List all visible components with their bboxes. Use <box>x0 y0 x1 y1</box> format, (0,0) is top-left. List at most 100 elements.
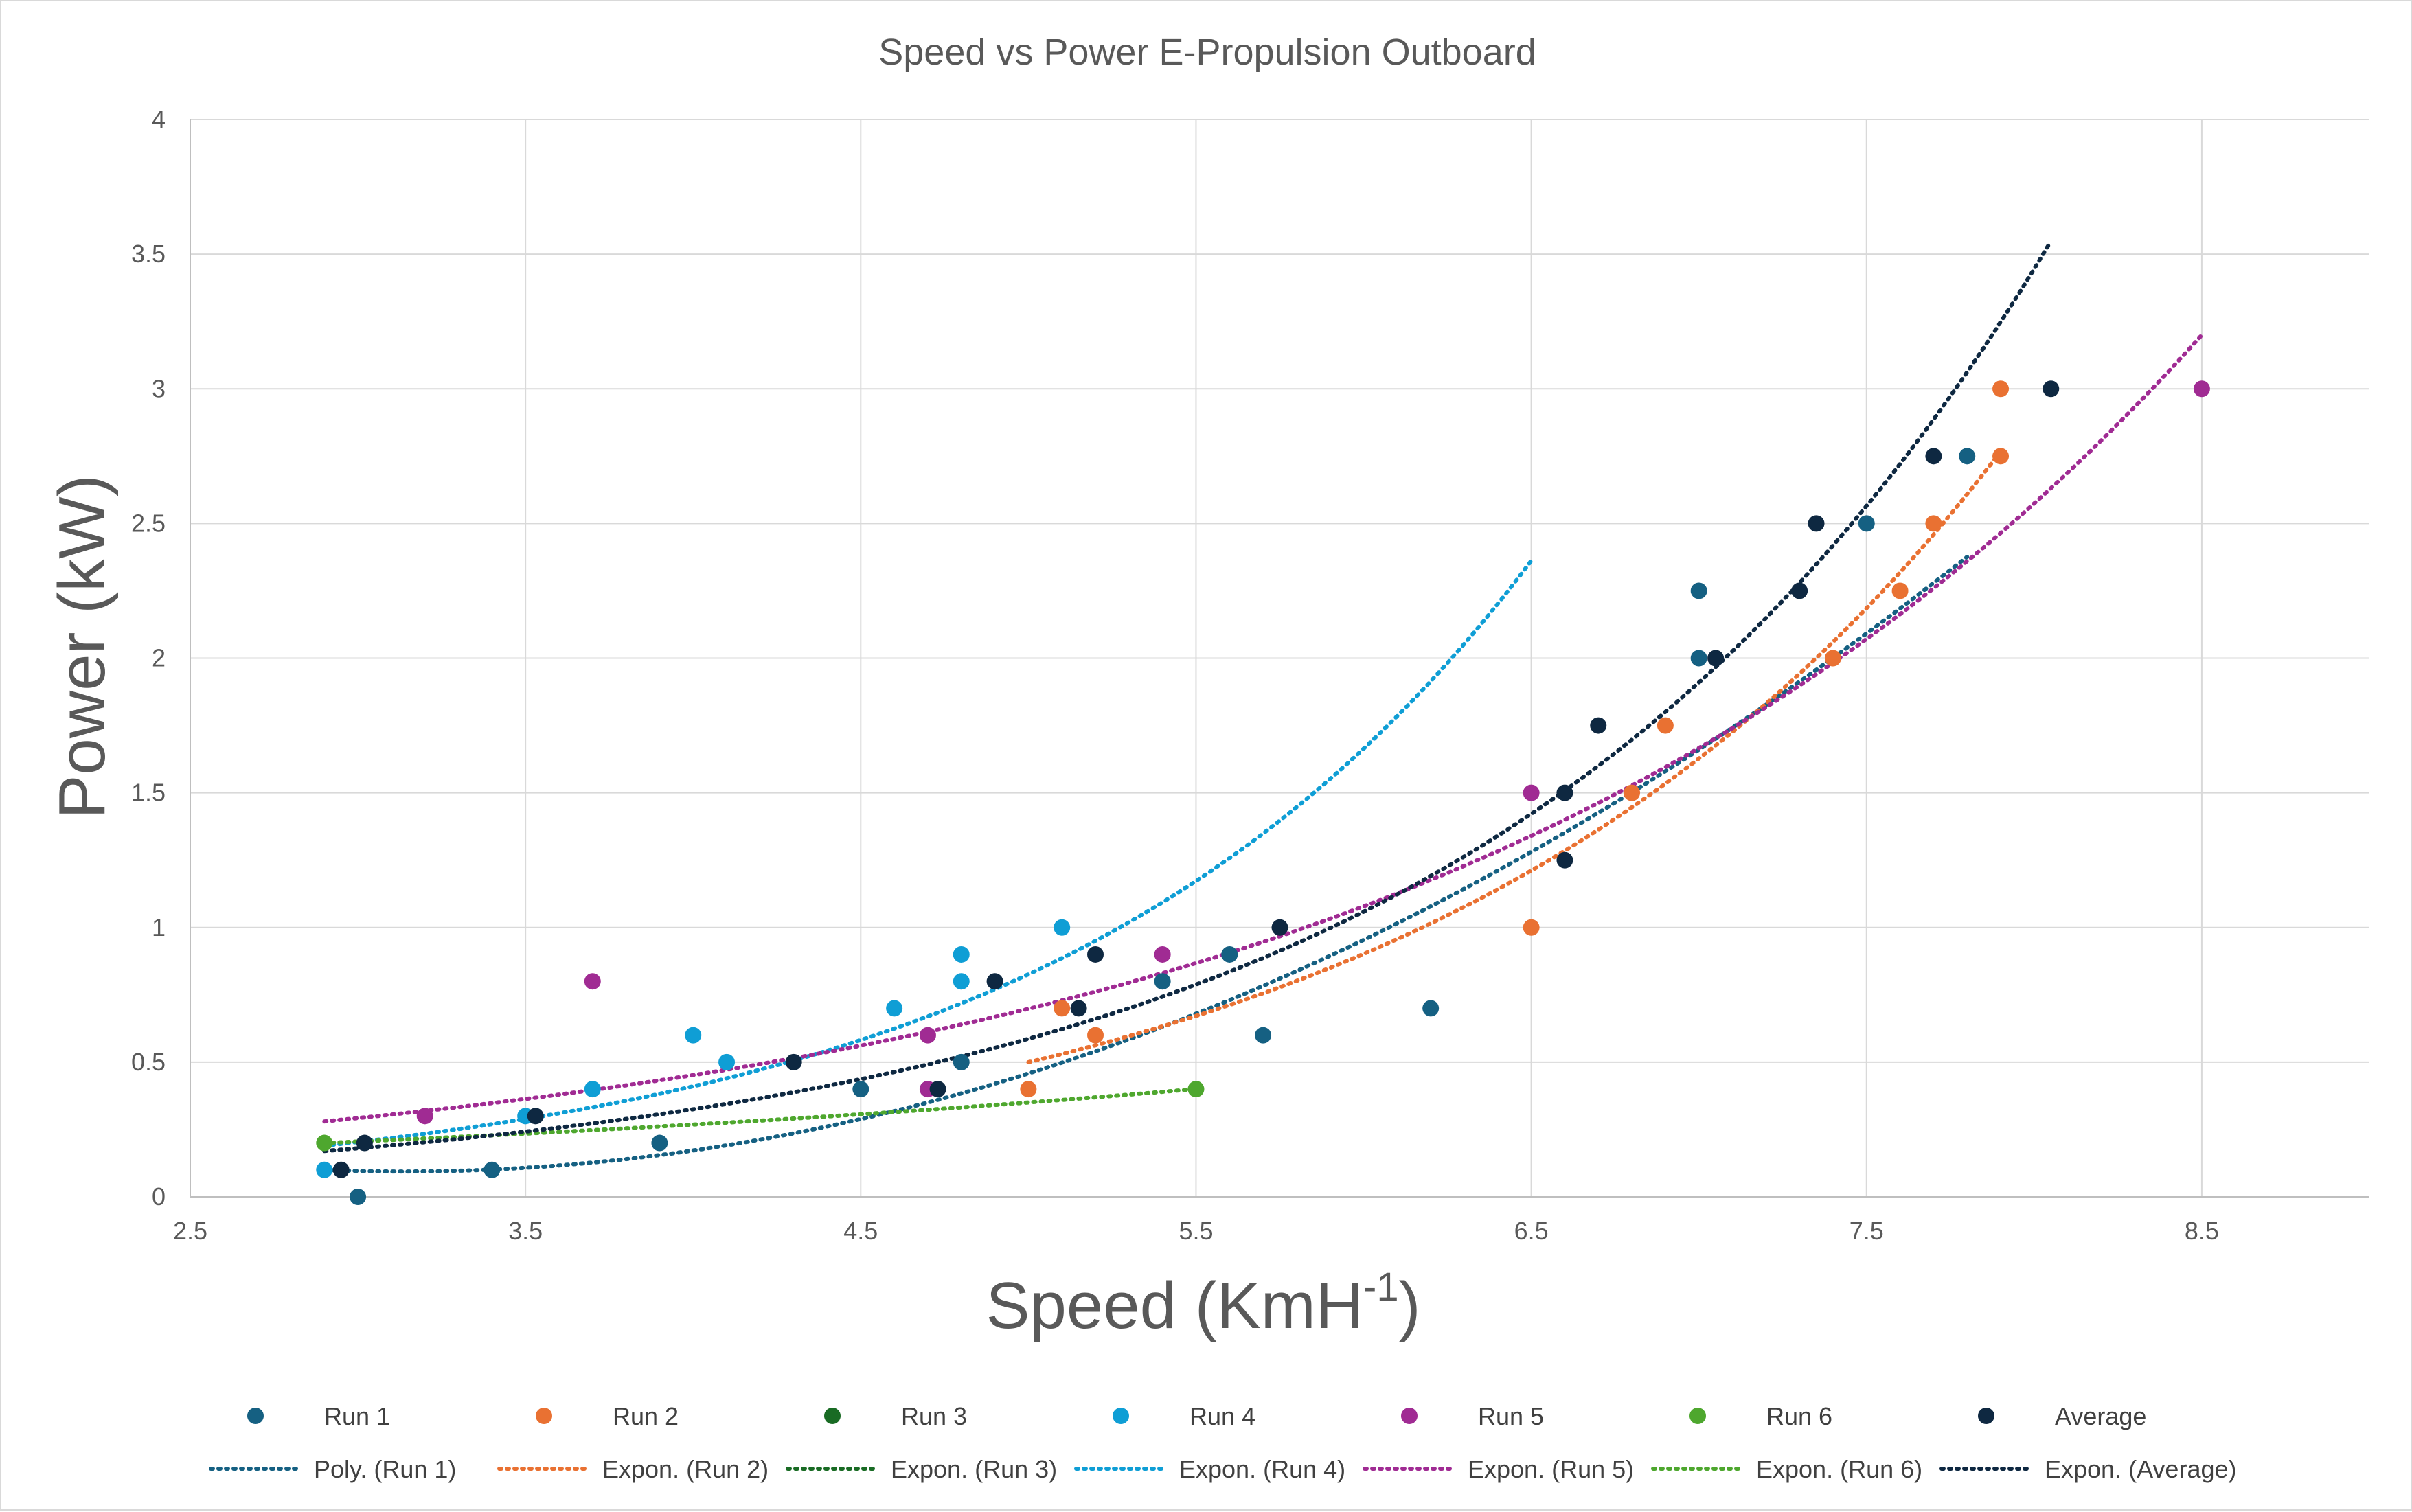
trendline-average <box>322 239 2053 1154</box>
data-point-average <box>1707 650 1725 667</box>
legend-trend-label-run-4: Expon. (Run 4) <box>1179 1455 1345 1483</box>
data-point-run-4 <box>584 1081 601 1098</box>
data-point-run-1 <box>1221 946 1238 963</box>
x-tick-label: 5.5 <box>1179 1217 1213 1245</box>
data-point-run-1 <box>1422 1000 1440 1017</box>
trendline-run-4 <box>322 558 1534 1148</box>
data-point-run-2 <box>1925 515 1942 532</box>
y-tick-label: 0.5 <box>131 1048 166 1076</box>
data-point-run-6 <box>1187 1081 1205 1098</box>
trendline-run-2 <box>1026 449 2003 1064</box>
data-point-run-2 <box>1657 717 1674 734</box>
y-axis-title: Power (kW) <box>45 474 119 818</box>
legend-trend-label-average: Expon. (Average) <box>2045 1455 2237 1483</box>
legend-trend-label-run-3: Expon. (Run 3) <box>891 1455 1057 1483</box>
y-tick-label: 3.5 <box>131 240 166 268</box>
y-tick-label: 1.5 <box>131 779 166 807</box>
data-point-run-1 <box>852 1081 869 1098</box>
legend-label-run-3: Run 3 <box>901 1402 967 1430</box>
data-point-run-4 <box>953 973 970 990</box>
data-point-average <box>1271 919 1288 936</box>
data-point-run-5 <box>2193 380 2210 398</box>
data-point-average <box>1556 784 1573 801</box>
data-point-average <box>356 1134 373 1152</box>
trendline-run-5 <box>322 332 2204 1124</box>
legend-marker-run-1 <box>247 1408 264 1424</box>
legend-marker-run-2 <box>536 1408 552 1424</box>
data-point-run-4 <box>718 1053 736 1070</box>
data-point-average <box>1791 582 1808 599</box>
data-point-run-2 <box>1087 1027 1104 1044</box>
data-point-average <box>1070 1000 1087 1017</box>
legend-marker-run-3 <box>824 1408 841 1424</box>
data-point-average <box>332 1161 350 1178</box>
legend-label-run-1: Run 1 <box>324 1402 390 1430</box>
data-point-average <box>986 973 1003 990</box>
data-point-run-2 <box>1020 1081 1037 1098</box>
x-axis-title-superscript: -1 <box>1363 1265 1399 1309</box>
x-axis-title: Speed (KmH-1) <box>986 1265 1420 1342</box>
y-tick-label: 1 <box>152 913 166 941</box>
legend-marker-run-4 <box>1113 1408 1129 1424</box>
legend-label-run-2: Run 2 <box>613 1402 679 1430</box>
y-tick-label: 2.5 <box>131 509 166 537</box>
data-point-run-5 <box>416 1108 433 1125</box>
x-axis-title-main: Speed (KmH <box>986 1269 1363 1342</box>
legend-marker-run-6 <box>1689 1408 1706 1424</box>
y-tick-label: 0 <box>152 1182 166 1211</box>
trendline-run-1 <box>322 555 1970 1174</box>
y-tick-label: 2 <box>152 644 166 672</box>
y-tick-label: 4 <box>152 105 166 133</box>
legend: Run 1 Poly. (Run 1) Run 2 Expon. (Run 2) Run… <box>209 1402 2237 1483</box>
data-point-average <box>785 1053 802 1070</box>
data-point-run-1 <box>1690 582 1707 599</box>
data-point-average <box>527 1108 544 1125</box>
legend-marker-average <box>1978 1408 1994 1424</box>
y-tick-label: 3 <box>152 374 166 402</box>
legend-trend-label-run-5: Expon. (Run 5) <box>1468 1455 1634 1483</box>
data-point-run-4 <box>1054 919 1071 936</box>
data-point-run-1 <box>483 1161 501 1178</box>
data-point-run-1 <box>953 1053 970 1070</box>
x-tick-label: 6.5 <box>1514 1217 1549 1245</box>
x-tick-label: 2.5 <box>173 1217 207 1245</box>
data-point-run-4 <box>953 946 970 963</box>
x-tick-label: 4.5 <box>843 1217 878 1245</box>
data-point-run-2 <box>1523 919 1540 936</box>
data-point-run-6 <box>316 1134 333 1152</box>
legend-trend-label-run-6: Expon. (Run 6) <box>1756 1455 1922 1483</box>
grid-layer <box>190 119 2369 1198</box>
x-axis-title-suffix: ) <box>1399 1269 1421 1342</box>
data-point-run-2 <box>1624 784 1641 801</box>
data-point-run-1 <box>350 1189 367 1205</box>
axis-layer: 0 0.5 1 1.5 2 2.5 3 3.5 4 2.5 3.5 4.5 5.5 6.5 7.5 8.5 <box>131 105 2369 1245</box>
data-point-run-2 <box>1992 380 2010 398</box>
data-point-run-4 <box>685 1027 702 1044</box>
data-point-run-1 <box>1255 1027 1272 1044</box>
data-point-run-1 <box>1154 973 1171 990</box>
data-point-run-4 <box>886 1000 903 1017</box>
data-point-run-1 <box>1690 650 1707 667</box>
data-point-average <box>1556 851 1573 869</box>
data-point-run-2 <box>1054 1000 1071 1017</box>
legend-label-run-5: Run 5 <box>1478 1402 1544 1430</box>
data-point-layer <box>316 380 2210 1205</box>
data-point-run-1 <box>651 1134 668 1152</box>
data-point-run-1 <box>1858 515 1875 532</box>
data-point-average <box>1590 717 1607 734</box>
data-point-run-4 <box>316 1161 333 1178</box>
chart-title: Speed vs Power E-Propulsion Outboard <box>878 32 1536 73</box>
legend-marker-run-5 <box>1401 1408 1418 1424</box>
legend-label-run-6: Run 6 <box>1766 1402 1832 1430</box>
data-point-average <box>929 1081 946 1098</box>
data-point-run-5 <box>584 973 601 990</box>
data-point-run-2 <box>1992 448 2010 465</box>
data-point-run-2 <box>1824 650 1841 667</box>
legend-trend-label-run-1: Poly. (Run 1) <box>314 1455 456 1483</box>
data-point-run-5 <box>1154 946 1171 963</box>
x-tick-label: 7.5 <box>1850 1217 1884 1245</box>
x-tick-label: 3.5 <box>508 1217 543 1245</box>
data-point-average <box>1087 946 1104 963</box>
legend-label-average: Average <box>2055 1402 2146 1430</box>
